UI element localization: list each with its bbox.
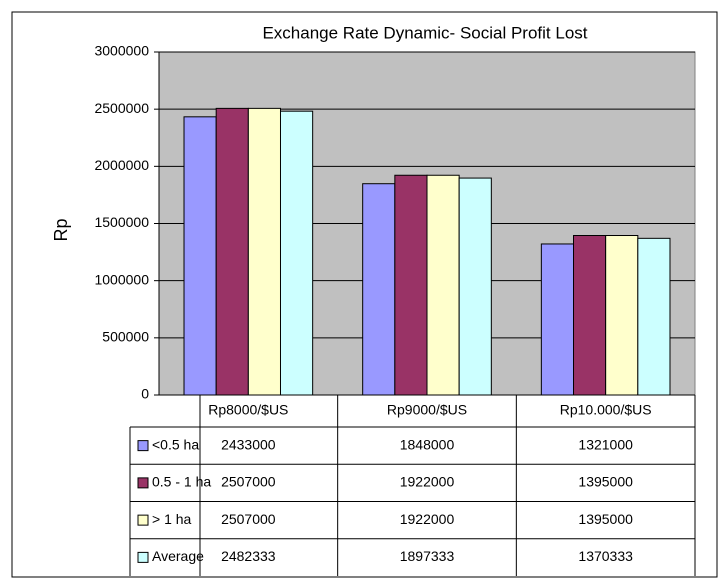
y-tick-label: 3000000 [94,43,149,59]
bar [605,235,639,396]
bar [573,235,607,396]
y-tick-label: 1000000 [94,271,149,287]
y-tick-label: 2500000 [94,100,149,116]
legend-label: > 1 ha [152,511,192,527]
table-value: 1922000 [400,511,455,527]
table-value: 1922000 [400,474,455,490]
chart-title: Exchange Rate Dynamic- Social Profit Los… [262,23,587,42]
table-value: 1848000 [400,436,455,452]
legend-swatch [137,477,149,489]
y-tick-label: 0 [141,386,149,402]
bar [247,107,281,396]
table-value: 1395000 [578,511,633,527]
legend-swatch [137,551,149,563]
bar [394,174,428,396]
legend-label: <0.5 ha [152,436,199,452]
table-value: 2482333 [221,548,276,564]
legend-label: Average [152,548,204,564]
y-tick-label: 500000 [102,329,149,345]
table-value: 2433000 [221,436,276,452]
bar [279,110,314,396]
bar [458,177,492,396]
y-tick-label: 1500000 [94,214,149,230]
bar [362,183,396,396]
bar [426,174,460,396]
table-value: 1897333 [400,548,455,564]
table-value: 1395000 [578,474,633,490]
table-value: 1321000 [578,436,633,452]
table-value: 1370333 [578,548,633,564]
y-tick-label: 2000000 [94,157,149,173]
x-tick-label: Rp9000/$US [387,402,467,418]
legend-label: 0.5 - 1 ha [152,474,211,490]
legend-swatch [137,514,149,526]
legend-swatch [137,440,149,452]
bar [540,243,575,396]
x-tick-label: Rp10.000/$US [560,402,652,418]
bar [183,116,217,396]
y-axis-label: Rp [51,218,71,241]
table-value: 2507000 [221,474,276,490]
table-value: 2507000 [221,511,276,527]
bar [637,237,671,396]
bar [215,107,249,396]
x-tick-label: Rp8000/$US [208,402,288,418]
